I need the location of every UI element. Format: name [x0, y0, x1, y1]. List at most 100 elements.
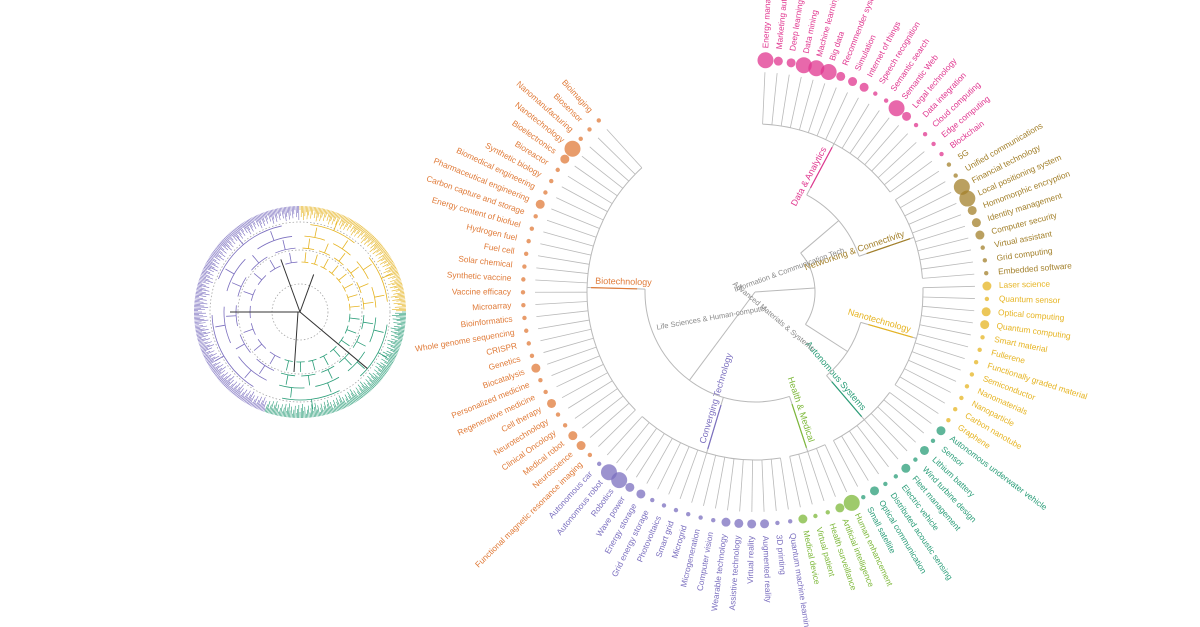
mini-leaf [201, 347, 208, 352]
mini-leaf [214, 366, 227, 376]
mini-leaf [392, 318, 406, 321]
term-dot [673, 507, 679, 513]
mini-leaf [391, 315, 406, 317]
group-arc [586, 167, 643, 411]
mini-leaf [390, 342, 401, 347]
term-dot [902, 111, 912, 121]
mini-leaf [326, 210, 331, 221]
group-stem-accent [707, 404, 722, 450]
mini-leaf [398, 286, 404, 289]
mini-leaf [388, 357, 395, 361]
mini-leaf [380, 362, 390, 369]
leaf-branch [857, 117, 890, 160]
mini-leaf [253, 216, 260, 227]
term-label: Bioinformatics [460, 314, 513, 330]
term-label: Assistive technology [727, 534, 742, 611]
mini-leaf [228, 233, 232, 237]
mini-sub-stem [236, 236, 244, 245]
mini-leaf [240, 389, 248, 400]
mini-leaf [377, 369, 386, 376]
term-label: Optical computing [998, 307, 1065, 323]
term-dot [953, 407, 958, 412]
mini-leaf [303, 206, 305, 221]
mini-leaf [386, 350, 397, 356]
mini-leaf [250, 218, 257, 230]
mini-leaf [390, 346, 400, 350]
mini-leaf [278, 208, 281, 217]
group-arc [641, 416, 781, 461]
mini-leaf [199, 276, 210, 281]
mini-leaf [285, 411, 287, 418]
mini-root-spoke [299, 274, 315, 313]
mini-sub-arc [310, 224, 355, 244]
mini-sub-arc [281, 390, 340, 401]
mini-leaf [221, 240, 232, 251]
term-dot [870, 486, 880, 496]
mini-leaf [199, 341, 212, 347]
group-stem-accent [831, 381, 863, 417]
term-dot [521, 277, 526, 282]
group-label: Converging Technology [697, 351, 734, 444]
leaf-branch [816, 87, 837, 137]
mini-leaf [258, 214, 262, 220]
mini-leaf [281, 207, 284, 219]
mini-sub-stem [323, 258, 329, 269]
mini-leaf [379, 257, 392, 265]
mini-leaf [195, 293, 203, 296]
mini-leaf [207, 259, 216, 265]
leaf-branch [625, 427, 657, 471]
mini-leaf [378, 252, 388, 259]
mini-sub-stem [356, 361, 365, 370]
mini-leaf [194, 297, 203, 299]
mini-leaf [194, 316, 208, 318]
term-dot [555, 167, 560, 173]
mini-leaf [360, 228, 367, 236]
mini-leaf [374, 239, 378, 243]
term-dot [893, 474, 899, 479]
mini-leaf [354, 225, 363, 237]
term-dot [529, 226, 535, 231]
mini-leaf [249, 395, 255, 406]
mini-leaf [389, 284, 403, 289]
term-dot [522, 264, 527, 269]
mini-leaf [263, 212, 269, 224]
mini-leaf [393, 352, 398, 355]
mini-leaf [282, 207, 285, 215]
mini-leaf [346, 402, 349, 407]
mini-leaf [394, 333, 404, 336]
mini-leaf [382, 261, 394, 268]
term-dot [773, 56, 783, 66]
mini-leaf [378, 376, 383, 380]
group-stem-accent [591, 287, 638, 290]
mini-leaf [323, 208, 326, 214]
leaf-branch [703, 455, 717, 506]
mini-leaf [274, 408, 278, 416]
mini-leaf [313, 206, 315, 211]
leaf-branch [908, 203, 957, 225]
mini-leaf [257, 403, 261, 410]
mini-leaf [213, 249, 219, 254]
term-dot [562, 423, 568, 428]
mini-leaf [344, 394, 351, 406]
mini-leaf [196, 289, 203, 292]
mini-leaf [351, 397, 356, 403]
mini-leaf [350, 393, 357, 402]
leaf-branch [538, 319, 590, 330]
mini-leaf [238, 224, 245, 232]
leaf-branch [556, 364, 604, 388]
mini-leaf [229, 387, 234, 392]
mini-sub-stem [343, 283, 354, 289]
term-dot [524, 328, 529, 333]
mini-sub-stem [312, 360, 316, 371]
mini-sub-stem [314, 254, 318, 265]
mini-leaf [310, 408, 313, 418]
mini-root-spoke [293, 311, 299, 373]
mini-leaf [350, 222, 357, 232]
mini-leaf [216, 245, 227, 254]
mini-sub-stem [350, 266, 359, 274]
term-dot [721, 517, 731, 527]
mini-leaf [342, 216, 348, 227]
leaf-branch [780, 457, 789, 510]
mini-leaf [315, 207, 319, 222]
mini-leaf [235, 390, 241, 397]
